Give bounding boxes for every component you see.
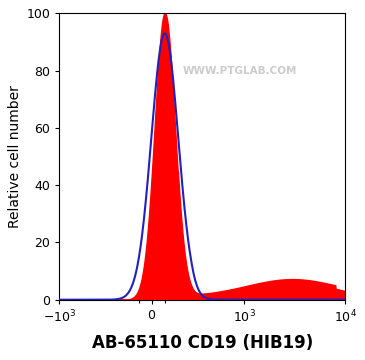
X-axis label: AB-65110 CD19 (HIB19): AB-65110 CD19 (HIB19) xyxy=(92,334,313,352)
Y-axis label: Relative cell number: Relative cell number xyxy=(8,85,22,228)
Text: WWW.PTGLAB.COM: WWW.PTGLAB.COM xyxy=(182,66,297,76)
